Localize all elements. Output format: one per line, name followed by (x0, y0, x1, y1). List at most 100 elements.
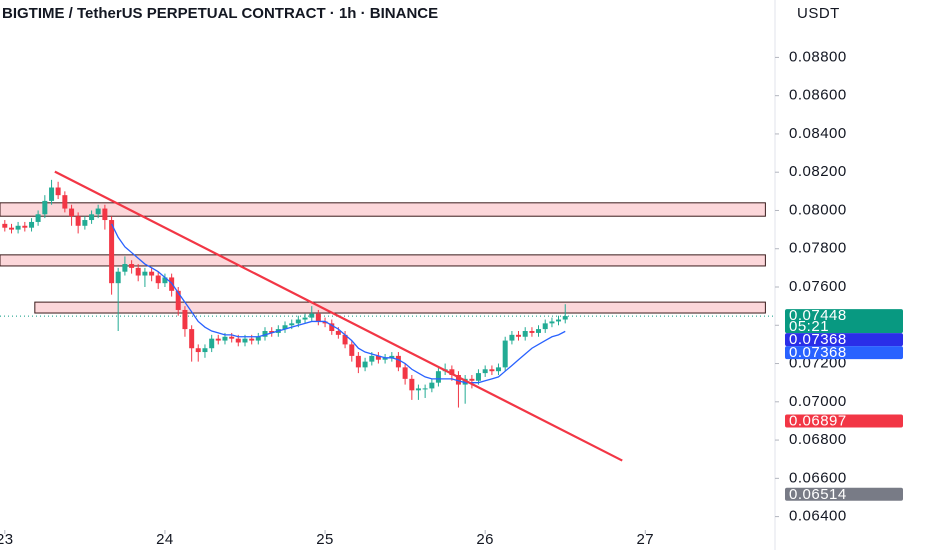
title-bg (0, 2, 768, 26)
candle-body (249, 338, 255, 341)
candle-body (375, 355, 381, 360)
y-tick-label: 0.06800 (789, 431, 847, 448)
candle-body (82, 220, 88, 226)
candle-body (449, 369, 455, 376)
candle-body (455, 375, 461, 385)
candle-body (402, 367, 408, 379)
candle-body (515, 334, 521, 337)
candle-body (269, 331, 275, 333)
candle-body (309, 313, 315, 318)
zone (34, 301, 766, 314)
candle-body (69, 208, 75, 217)
price-label: 0.07448 (789, 307, 847, 324)
candle-body (202, 348, 208, 353)
candle-body (55, 187, 61, 196)
candle-body (409, 378, 415, 391)
plot-area (0, 170, 775, 462)
candle-body (535, 329, 541, 333)
candle-body (135, 267, 141, 276)
candle-body (509, 334, 515, 341)
candle-body (115, 271, 121, 284)
candle-body (429, 382, 435, 389)
y-tick-label: 0.07000 (789, 393, 847, 410)
candle-body (129, 264, 135, 268)
candle-body (9, 227, 15, 230)
y-tick-label: 0.08800 (789, 48, 847, 65)
candle-body (489, 369, 495, 372)
candle-body (335, 331, 341, 335)
candle-body (289, 323, 295, 326)
zone (0, 254, 766, 267)
candle-body (482, 369, 488, 374)
candle-body (529, 331, 535, 333)
candle-body (35, 214, 41, 222)
candle-body (222, 336, 228, 341)
candle-body (295, 319, 301, 324)
x-tick-label: 27 (636, 531, 654, 548)
candle-body (175, 290, 181, 310)
candle-body (382, 357, 388, 360)
candle-body (315, 313, 321, 322)
candle-body (49, 187, 55, 201)
price-axis: 0.064000.066000.068000.070000.072000.074… (775, 48, 903, 525)
x-tick-label: 25 (316, 531, 334, 548)
candle-body (89, 214, 95, 221)
price-label-bg (785, 346, 903, 360)
candle-body (142, 271, 148, 276)
candle-body (242, 338, 248, 343)
candle-body (556, 319, 562, 322)
y-tick-label: 0.06600 (789, 469, 847, 486)
price-label-bg (785, 333, 903, 347)
zone (0, 202, 766, 217)
candle-body (562, 316, 568, 320)
y-tick-label: 0.08000 (789, 201, 847, 218)
candle-body (2, 223, 8, 228)
candle-body (189, 329, 195, 349)
price-label-bg (785, 487, 903, 501)
candle-body (29, 221, 35, 228)
candle-body (209, 338, 215, 349)
candle-body (262, 331, 268, 337)
y-tick-label: 0.07800 (789, 240, 847, 257)
candle-body (195, 348, 201, 353)
y-tick-label: 0.08400 (789, 125, 847, 142)
candle-body (395, 355, 401, 368)
candle-body (415, 388, 421, 391)
candle-body (102, 208, 108, 221)
candle-body (282, 325, 288, 330)
candle-body (122, 264, 128, 272)
candle-body (542, 323, 548, 330)
candle-body (42, 200, 48, 215)
y-tick-label: 0.06400 (789, 508, 847, 525)
candle-body (549, 321, 555, 324)
candle-body (389, 355, 395, 358)
countdown: 05:21 (789, 318, 829, 335)
candle-body (302, 317, 308, 320)
candle-body (215, 338, 221, 341)
candle-body (235, 338, 241, 343)
candle-body (255, 336, 261, 341)
moving-average (111, 223, 566, 384)
price-label: 0.07368 (789, 344, 847, 361)
candle-body (522, 331, 528, 337)
candle-body (342, 334, 348, 345)
candle-body (22, 225, 28, 228)
price-label-bg (785, 309, 903, 334)
y-tick-label: 0.08600 (789, 87, 847, 104)
x-tick-label: 23 (0, 531, 14, 548)
candle-body (362, 361, 368, 368)
trendline (54, 170, 623, 462)
candle-body (155, 275, 161, 284)
candle-body (355, 355, 361, 368)
candle-body (349, 344, 355, 356)
candle-body (475, 373, 481, 381)
candle-body (502, 340, 508, 368)
candle-body (75, 216, 81, 226)
price-label-bg (785, 414, 903, 428)
price-label: 0.06514 (789, 486, 847, 503)
candle-body (62, 195, 68, 209)
candle-body (149, 271, 155, 276)
candle-body (229, 336, 235, 339)
candle-body (435, 371, 441, 383)
